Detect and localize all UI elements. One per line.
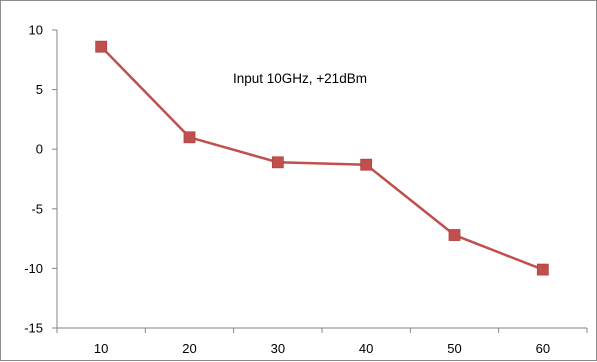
y-tick-label: 5 — [36, 82, 43, 97]
series-layer — [95, 40, 549, 276]
y-tick-label: 0 — [36, 142, 43, 157]
y-axis-ticks: 10 5 0 -5 -10 -15 — [24, 23, 57, 336]
x-tick-label: 20 — [182, 341, 196, 356]
data-point-marker — [536, 263, 549, 276]
x-tick-label: 50 — [447, 341, 461, 356]
data-point-marker — [95, 40, 108, 53]
data-point-marker — [271, 156, 284, 169]
chart-annotation: Input 10GHz, +21dBm — [233, 71, 367, 86]
y-tick-label: -10 — [24, 261, 43, 276]
x-tick-label: 60 — [536, 341, 550, 356]
x-axis-ticks: 10 20 30 40 50 60 — [56, 328, 588, 356]
data-point-marker — [360, 158, 373, 171]
data-point-marker — [448, 229, 461, 241]
x-tick-label: 10 — [94, 341, 108, 356]
x-tick-label: 40 — [359, 341, 373, 356]
data-point-marker — [183, 131, 196, 144]
series-line — [100, 45, 544, 271]
y-tick-label: -15 — [24, 321, 43, 336]
y-tick-label: -5 — [31, 201, 43, 216]
y-tick-label: 10 — [29, 23, 43, 38]
x-tick-label: 30 — [271, 341, 285, 356]
